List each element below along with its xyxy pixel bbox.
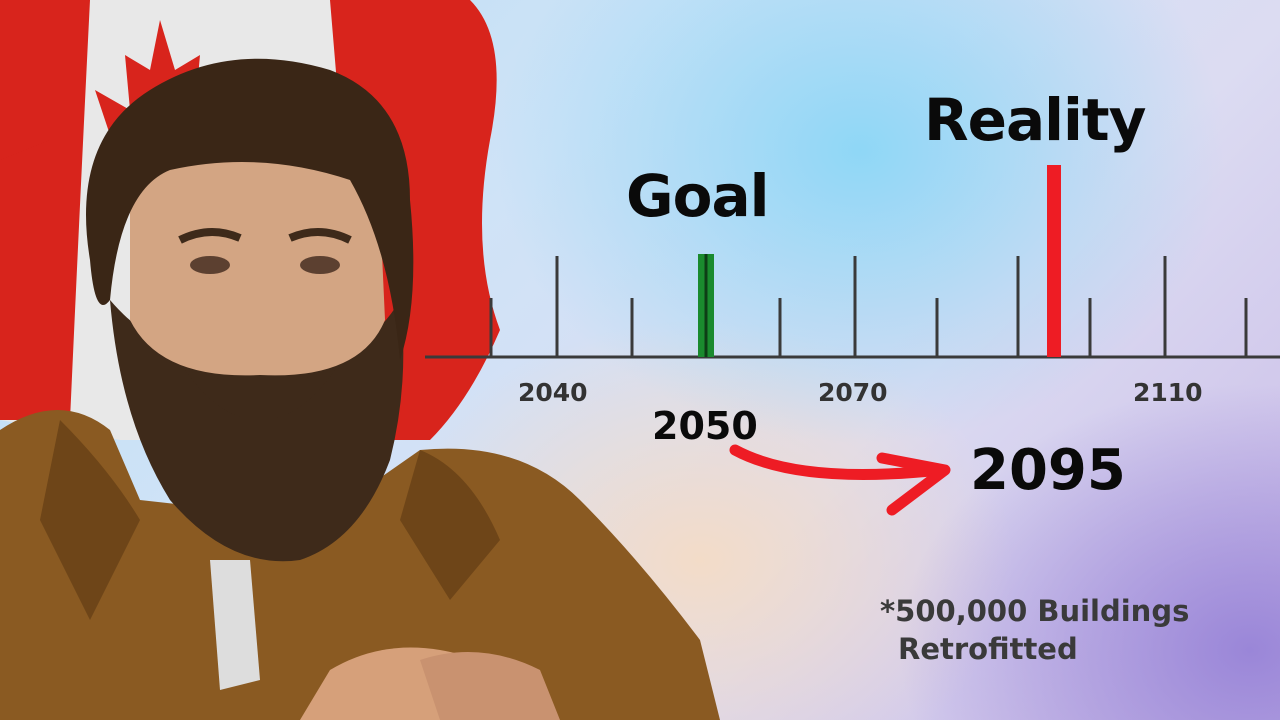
goal-year: 2050 xyxy=(652,404,758,448)
arrow-head-icon xyxy=(876,452,951,516)
tick-label-2040: 2040 xyxy=(518,378,588,407)
goal-label: Goal xyxy=(626,162,769,230)
footnote: *500,000 Buildings Retrofitted xyxy=(880,592,1189,668)
timeline-ticks xyxy=(489,256,1248,357)
reality-year: 2095 xyxy=(970,438,1126,503)
reality-label: Reality xyxy=(924,86,1146,154)
tick-label-2110: 2110 xyxy=(1133,378,1203,407)
reality-marker xyxy=(1047,165,1061,357)
footnote-line-2: Retrofitted xyxy=(898,632,1078,666)
red-arrow xyxy=(729,444,946,480)
tick-label-2070: 2070 xyxy=(818,378,888,407)
footnote-line-1: *500,000 Buildings xyxy=(880,594,1190,628)
